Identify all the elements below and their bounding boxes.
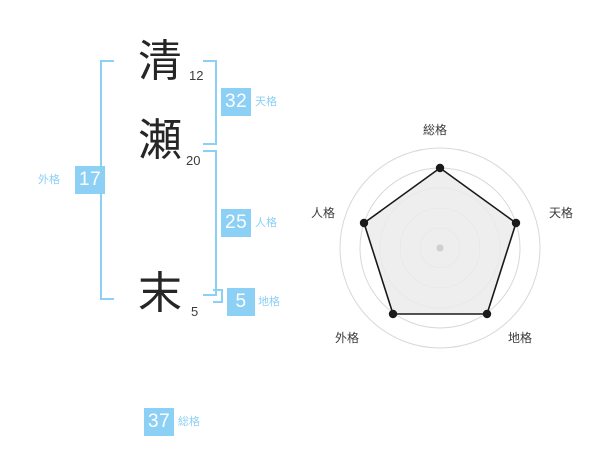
score-label-gaikaku: 外格 [38, 173, 60, 186]
stroke-count-2: 20 [186, 153, 201, 168]
score-badge-soukaku[interactable]: 37 [144, 408, 175, 436]
bracket-chikaku [213, 289, 223, 303]
score-label-tenkaku: 天格 [255, 95, 277, 108]
radar-center-dot [436, 244, 444, 252]
radar-chart: 総格 天格 地格 外格 人格 [300, 108, 590, 370]
stroke-count-3: 5 [191, 304, 199, 319]
name-character-1: 清 [138, 36, 182, 87]
score-badge-tenkaku[interactable]: 32 [221, 88, 252, 116]
score-badge-chikaku[interactable]: 5 [227, 288, 255, 316]
radar-data-polygon [363, 167, 517, 315]
radar-axis-label-soukaku: 総格 [423, 123, 448, 137]
name-character-3: 末 [138, 268, 182, 319]
radar-chart-svg [339, 147, 541, 349]
score-label-chikaku: 地格 [258, 295, 280, 308]
score-label-soukaku: 総格 [178, 415, 200, 428]
bracket-jinkaku [203, 150, 217, 296]
stroke-count-1: 12 [189, 68, 204, 83]
score-badge-gaikaku[interactable]: 17 [75, 166, 106, 194]
name-character-2: 瀬 [138, 115, 182, 166]
score-label-jinkaku: 人格 [255, 216, 277, 229]
radar-data-points [359, 163, 521, 319]
radar-axis-label-chikaku: 地格 [508, 331, 533, 345]
radar-axis-label-jinkaku: 人格 [311, 206, 336, 220]
radar-axis-label-tenkaku: 天格 [549, 206, 574, 220]
score-badge-jinkaku[interactable]: 25 [221, 209, 252, 237]
radar-axis-label-gaikaku: 外格 [335, 331, 360, 345]
bracket-tenkaku [203, 60, 217, 145]
